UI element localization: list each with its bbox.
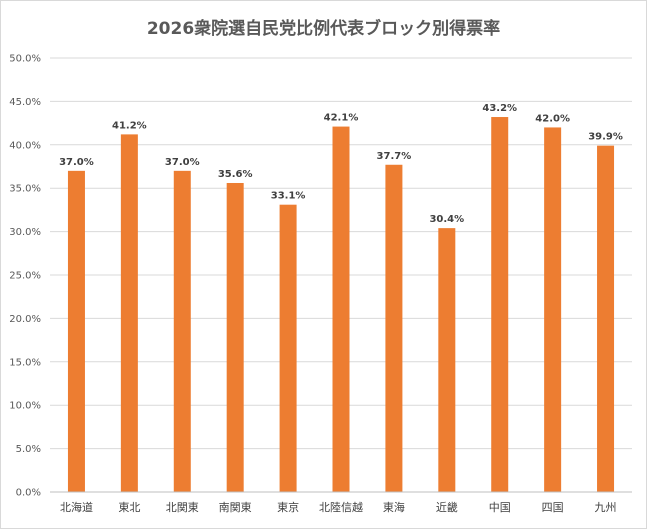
bars <box>67 117 615 493</box>
bar <box>544 127 562 492</box>
data-label: 37.0% <box>165 157 200 168</box>
bar <box>597 145 615 492</box>
y-tick-label: 50.0% <box>9 54 41 65</box>
y-tick-label: 10.0% <box>9 401 41 412</box>
data-label: 43.2% <box>482 103 517 114</box>
category-label: 近畿 <box>436 500 458 514</box>
data-label: 33.1% <box>271 191 306 202</box>
bar <box>67 170 85 492</box>
y-tick-label: 25.0% <box>9 271 41 282</box>
category-labels: 北海道 東北 北関東 南関東 東京 北陸信越 東海 近畿 中国 四国 九州 <box>60 500 617 514</box>
y-tick-label: 45.0% <box>9 97 41 108</box>
data-label: 42.1% <box>324 113 359 124</box>
category-label: 四国 <box>542 501 564 514</box>
chart-title: 2026衆院選自民党比例代表ブロック別得票率 <box>146 19 501 39</box>
bar <box>226 182 244 492</box>
data-label: 35.6% <box>218 169 253 180</box>
y-tick-label: 20.0% <box>9 314 41 325</box>
y-tick-label: 35.0% <box>9 184 41 195</box>
y-tick-label: 5.0% <box>16 444 41 455</box>
y-tick-label: 40.0% <box>9 140 41 151</box>
bar <box>332 126 350 493</box>
category-label: 中国 <box>489 501 511 514</box>
bar <box>173 170 191 492</box>
bar <box>385 164 403 492</box>
bar <box>491 117 509 493</box>
y-tick-label: 30.0% <box>9 227 41 238</box>
category-label: 東海 <box>383 500 405 514</box>
category-label: 北関東 <box>166 501 199 514</box>
category-label: 南関東 <box>219 501 252 514</box>
data-label: 39.9% <box>588 132 623 143</box>
data-label: 30.4% <box>429 214 464 225</box>
data-label: 42.0% <box>535 113 570 124</box>
category-label: 北陸信越 <box>319 500 363 514</box>
data-labels: 37.0% 41.2% 37.0% 35.6% 33.1% 42.1% 37.7% 30.4%… <box>59 103 623 225</box>
category-label: 北海道 <box>60 500 93 514</box>
category-label: 東京 <box>277 500 299 514</box>
data-label: 37.0% <box>59 157 94 168</box>
bar <box>120 134 138 492</box>
y-tick-label: 15.0% <box>9 357 41 368</box>
data-label: 41.2% <box>112 120 147 131</box>
bar <box>438 228 456 493</box>
category-label: 東北 <box>118 501 140 514</box>
y-axis-ticks: 0.0% 5.0% 10.0% 15.0% 20.0% 25.0% 30.0% 35.0% 40… <box>9 54 41 499</box>
data-label: 37.7% <box>377 151 412 162</box>
category-label: 九州 <box>595 501 617 514</box>
y-tick-label: 0.0% <box>16 488 41 499</box>
bar <box>279 204 297 492</box>
